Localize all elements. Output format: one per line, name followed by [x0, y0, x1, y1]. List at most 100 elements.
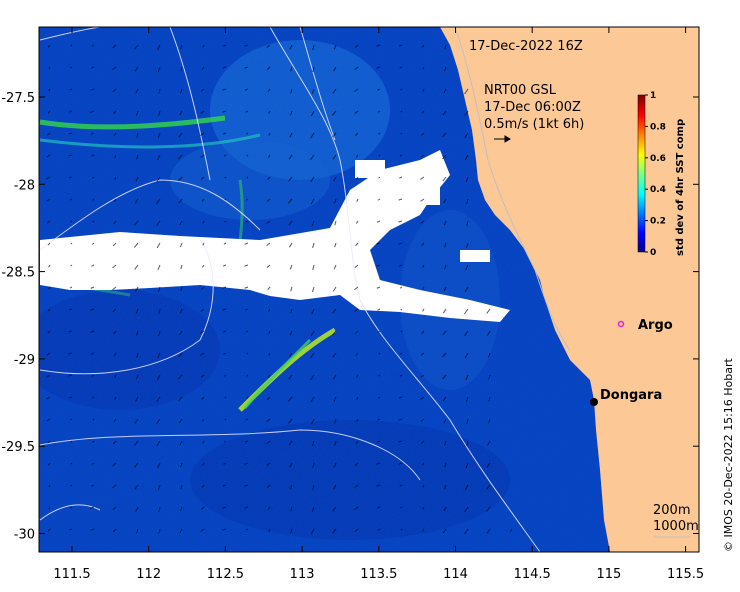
current-arrow: [69, 418, 73, 421]
current-arrow: [179, 308, 183, 314]
current-arrow: [421, 132, 425, 136]
current-arrow: [244, 88, 249, 91]
current-arrow: [334, 440, 337, 446]
current-arrow: [48, 88, 51, 92]
current-arrow: [68, 110, 73, 113]
current-arrow: [398, 242, 403, 245]
current-arrow: [444, 440, 447, 446]
current-arrow: [289, 462, 293, 468]
current-arrow: [268, 308, 271, 312]
current-arrow: [134, 264, 139, 270]
current-arrow: [310, 352, 315, 359]
current-arrow: [488, 374, 491, 380]
current-arrow: [464, 308, 469, 315]
current-arrow: [156, 418, 161, 425]
current-arrow: [135, 396, 139, 402]
current-arrow: [356, 198, 359, 202]
current-arrow: [376, 242, 381, 245]
current-arrow: [201, 66, 205, 70]
current-arrow: [158, 330, 161, 337]
current-arrow: [465, 242, 469, 249]
current-arrow: [420, 176, 425, 180]
current-arrow: [442, 352, 447, 358]
current-arrow: [442, 330, 447, 336]
current-arrow: [70, 220, 73, 223]
current-arrow: [378, 176, 381, 179]
current-arrow: [69, 286, 73, 289]
current-arrow: [310, 396, 315, 403]
current-arrow: [178, 418, 183, 424]
current-arrow: [224, 176, 227, 179]
current-arrow: [266, 220, 271, 225]
current-arrow: [47, 132, 51, 136]
map-area: [39, 27, 699, 552]
current-arrow: [91, 242, 95, 245]
current-arrow: [444, 44, 447, 50]
current-arrow: [200, 308, 205, 312]
current-arrow: [46, 374, 51, 378]
current-arrow: [486, 462, 491, 468]
current-arrow: [288, 198, 293, 204]
current-arrow: [422, 88, 425, 92]
current-arrow: [200, 330, 205, 334]
current-arrow: [222, 66, 227, 69]
current-arrow: [180, 66, 183, 72]
current-arrow: [135, 374, 139, 380]
current-arrow: [377, 198, 381, 201]
current-arrow: [268, 110, 271, 114]
current-arrow: [464, 88, 469, 95]
current-arrow: [399, 484, 403, 487]
current-arrow: [134, 242, 139, 248]
current-arrow: [47, 242, 51, 246]
current-arrow: [202, 242, 205, 246]
current-arrow: [398, 220, 403, 223]
current-arrow: [92, 396, 95, 399]
current-arrow: [398, 44, 403, 47]
current-arrow: [245, 220, 249, 223]
current-arrow: [180, 44, 183, 50]
current-arrow: [202, 44, 205, 48]
current-vectors: [46, 44, 513, 535]
current-arrow: [223, 462, 227, 465]
current-arrow: [245, 198, 249, 201]
current-arrow: [157, 132, 161, 139]
current-arrow: [244, 286, 249, 289]
current-arrow: [289, 352, 293, 358]
current-arrow: [70, 66, 73, 69]
current-arrow: [200, 352, 205, 356]
current-arrow: [246, 176, 249, 179]
current-arrow: [91, 44, 95, 47]
current-arrow: [224, 396, 227, 399]
current-arrow: [400, 528, 403, 531]
current-arrow: [311, 308, 315, 315]
current-arrow: [420, 352, 425, 356]
current-arrow: [112, 88, 117, 93]
sst-front: [243, 338, 312, 409]
x-axis: 111.5 112 112.5 113 113.5 114 114.5 115 115.5: [53, 27, 704, 582]
current-arrow: [90, 66, 95, 69]
current-arrow: [267, 176, 271, 180]
current-arrow: [158, 88, 161, 95]
current-arrow: [444, 484, 447, 490]
current-arrow: [92, 440, 95, 443]
current-arrow: [310, 110, 315, 117]
current-arrow: [244, 44, 249, 47]
current-arrow: [266, 44, 271, 49]
map-timestamp: 17-Dec-2022 16Z: [469, 39, 583, 54]
current-arrow: [356, 418, 359, 422]
current-arrow: [156, 396, 161, 403]
current-arrow: [290, 66, 293, 72]
current-arrow: [333, 484, 337, 490]
current-arrow: [422, 484, 425, 488]
plot-frame: [38, 26, 700, 553]
current-arrow: [112, 506, 117, 511]
current-arrow: [135, 176, 139, 182]
x-tick-label: 113: [290, 567, 315, 582]
current-arrow: [70, 242, 73, 245]
current-arrow: [464, 132, 469, 139]
current-arrow: [400, 308, 403, 311]
sst-front: [39, 115, 226, 130]
current-arrow: [48, 264, 51, 268]
current-arrow: [70, 44, 73, 47]
current-arrow: [222, 286, 227, 289]
